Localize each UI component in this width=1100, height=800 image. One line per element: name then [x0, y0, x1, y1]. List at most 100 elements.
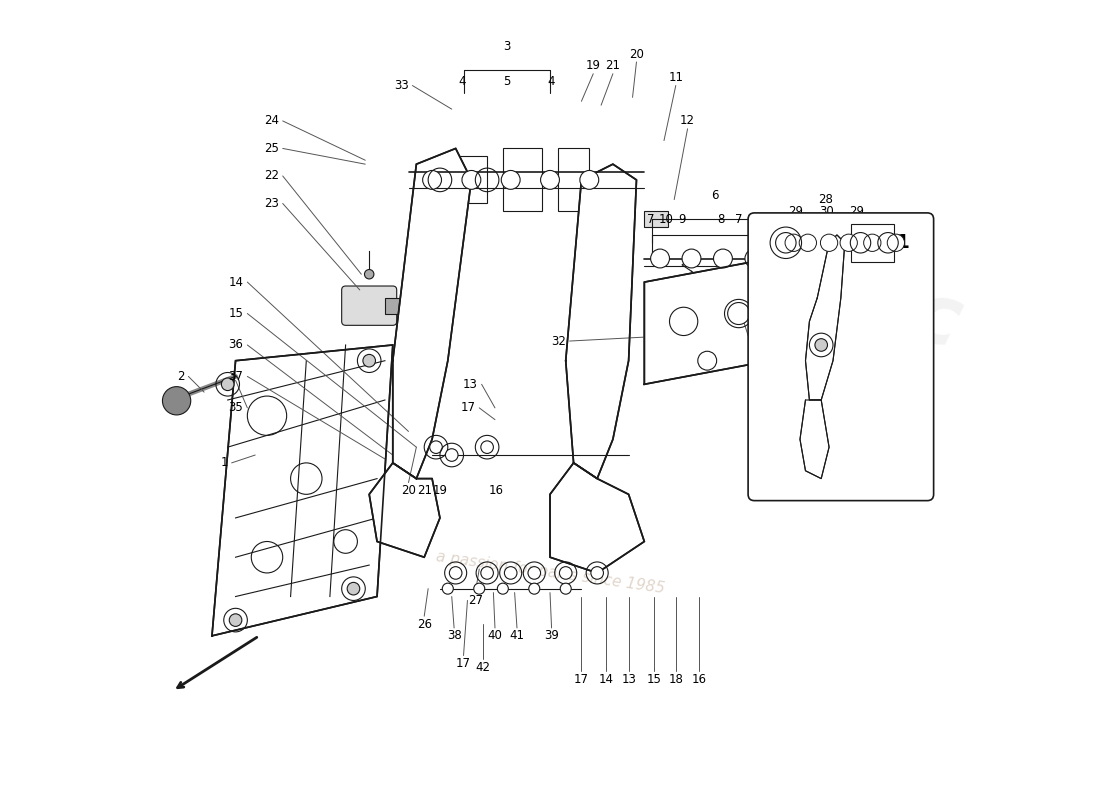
- Circle shape: [497, 583, 508, 594]
- Text: 2: 2: [177, 370, 185, 383]
- Circle shape: [560, 566, 572, 579]
- Text: 21: 21: [605, 59, 620, 73]
- Circle shape: [821, 234, 838, 251]
- Text: 31: 31: [912, 236, 926, 250]
- Polygon shape: [565, 164, 637, 478]
- Circle shape: [442, 583, 453, 594]
- Text: 29: 29: [849, 205, 865, 218]
- Circle shape: [714, 249, 733, 268]
- Polygon shape: [550, 463, 645, 573]
- Text: 7: 7: [647, 213, 654, 226]
- Text: 20: 20: [629, 48, 644, 61]
- Text: 23: 23: [264, 197, 278, 210]
- Text: 26: 26: [417, 618, 431, 630]
- Text: 35: 35: [229, 402, 243, 414]
- Circle shape: [591, 566, 604, 579]
- Text: 42: 42: [475, 661, 491, 674]
- Text: 37: 37: [229, 370, 243, 383]
- Text: 14: 14: [229, 275, 243, 289]
- Text: 17: 17: [574, 673, 589, 686]
- Text: 10: 10: [659, 213, 674, 226]
- Circle shape: [221, 378, 234, 390]
- Text: 6: 6: [712, 189, 718, 202]
- Text: 22: 22: [264, 170, 278, 182]
- Text: 15: 15: [647, 673, 661, 686]
- Text: 17: 17: [460, 402, 475, 414]
- Circle shape: [528, 566, 540, 579]
- Circle shape: [888, 234, 904, 251]
- Text: 32: 32: [551, 334, 565, 347]
- Polygon shape: [645, 258, 770, 384]
- Circle shape: [229, 614, 242, 626]
- FancyBboxPatch shape: [342, 286, 397, 326]
- Text: 16: 16: [490, 484, 504, 497]
- Text: a passion for parts since 1985: a passion for parts since 1985: [434, 550, 666, 597]
- Bar: [645, 211, 668, 227]
- Text: 40: 40: [487, 630, 503, 642]
- Text: 14: 14: [598, 673, 614, 686]
- Text: 11: 11: [669, 71, 683, 84]
- Text: 27: 27: [468, 594, 483, 607]
- Text: 9: 9: [679, 213, 685, 226]
- Text: 21: 21: [417, 484, 431, 497]
- Circle shape: [163, 386, 190, 415]
- Circle shape: [840, 234, 857, 251]
- Text: 32: 32: [767, 374, 781, 387]
- Text: 13: 13: [621, 673, 637, 686]
- Text: 5: 5: [503, 75, 510, 88]
- Bar: [385, 298, 408, 314]
- Circle shape: [800, 234, 816, 251]
- Polygon shape: [370, 463, 440, 558]
- Polygon shape: [800, 400, 829, 478]
- Circle shape: [580, 170, 598, 190]
- Circle shape: [481, 566, 494, 579]
- Text: 36: 36: [229, 338, 243, 351]
- Text: 15: 15: [229, 307, 243, 320]
- FancyBboxPatch shape: [748, 213, 934, 501]
- Circle shape: [529, 583, 540, 594]
- Text: 12: 12: [680, 114, 695, 127]
- Circle shape: [450, 566, 462, 579]
- Circle shape: [540, 170, 560, 190]
- Text: 28: 28: [817, 193, 833, 206]
- Text: 38: 38: [447, 630, 462, 642]
- Circle shape: [815, 338, 827, 351]
- Circle shape: [774, 302, 796, 325]
- Bar: [440, 156, 487, 203]
- Circle shape: [505, 566, 517, 579]
- Text: 7: 7: [735, 213, 743, 226]
- Polygon shape: [212, 345, 393, 636]
- Text: 4: 4: [548, 75, 556, 88]
- Circle shape: [864, 234, 881, 251]
- Circle shape: [560, 583, 571, 594]
- Text: F1: F1: [883, 234, 910, 252]
- Circle shape: [462, 170, 481, 190]
- Circle shape: [481, 441, 494, 454]
- Circle shape: [430, 441, 442, 454]
- Text: 30: 30: [820, 205, 834, 218]
- Bar: [558, 149, 590, 211]
- Circle shape: [650, 249, 670, 268]
- Text: 19: 19: [432, 484, 448, 497]
- Circle shape: [348, 582, 360, 595]
- Text: 24: 24: [264, 114, 278, 127]
- Text: 25: 25: [264, 142, 278, 155]
- Circle shape: [474, 583, 485, 594]
- Text: 3: 3: [503, 40, 510, 53]
- Text: 4: 4: [459, 75, 465, 88]
- Bar: [851, 224, 894, 262]
- Polygon shape: [805, 235, 845, 400]
- Circle shape: [728, 302, 750, 325]
- Polygon shape: [393, 149, 472, 478]
- Circle shape: [364, 270, 374, 279]
- Text: 1: 1: [220, 456, 228, 470]
- Text: 34: 34: [779, 342, 793, 355]
- Text: 41: 41: [509, 630, 525, 642]
- Circle shape: [502, 170, 520, 190]
- Text: epc: epc: [790, 245, 970, 366]
- Text: 8: 8: [717, 213, 725, 226]
- Circle shape: [785, 234, 802, 251]
- Text: 19: 19: [585, 59, 601, 73]
- Text: 39: 39: [544, 630, 559, 642]
- Circle shape: [363, 354, 375, 367]
